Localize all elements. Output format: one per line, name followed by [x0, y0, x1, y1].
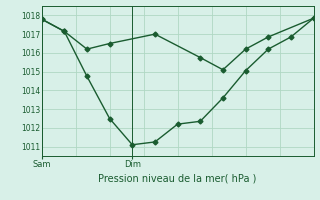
- X-axis label: Pression niveau de la mer( hPa ): Pression niveau de la mer( hPa ): [99, 173, 257, 183]
